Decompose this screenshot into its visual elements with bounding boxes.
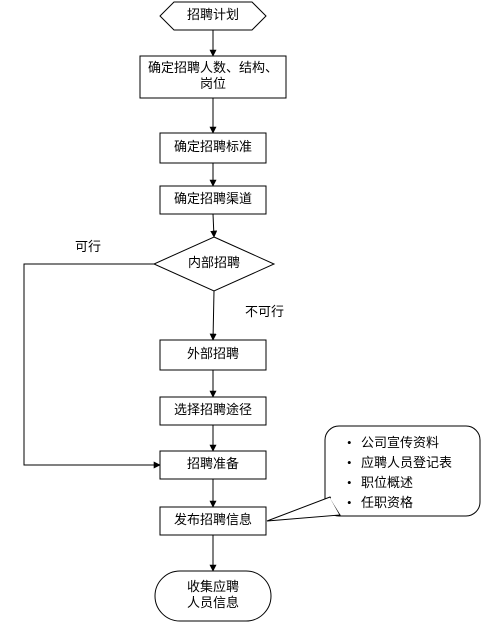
count-label: 确定招聘人数、结构、 xyxy=(148,60,278,75)
callout-item: 任职资格 xyxy=(361,495,413,510)
callout-item: 公司宣传资料 xyxy=(361,435,439,450)
node-channel: 确定招聘渠道 xyxy=(160,186,266,214)
edge-channel-internal xyxy=(213,214,214,237)
node-route: 选择招聘途径 xyxy=(160,397,266,425)
edge-internal-prep-branch xyxy=(24,264,160,465)
channel-label: 确定招聘渠道 xyxy=(174,191,252,206)
edge-internal-external xyxy=(213,291,214,340)
collect-label: 收集应聘 xyxy=(187,579,239,594)
callout-bullet: • xyxy=(347,455,352,470)
node-plan: 招聘计划 xyxy=(160,2,266,30)
route-label: 选择招聘途径 xyxy=(174,402,252,417)
node-prep: 招聘准备 xyxy=(160,451,266,479)
callout-bullet: • xyxy=(347,475,352,490)
node-publish: 发布招聘信息 xyxy=(160,507,266,535)
internal-label: 内部招聘 xyxy=(188,255,240,270)
callout-bullet: • xyxy=(347,435,352,450)
callout-item: 职位概述 xyxy=(361,475,413,490)
collect-label: 人员信息 xyxy=(187,595,239,610)
callout-pointer xyxy=(267,497,340,521)
node-external: 外部招聘 xyxy=(160,340,266,370)
node-internal: 内部招聘 xyxy=(154,237,274,291)
count-label: 岗位 xyxy=(200,76,226,91)
prep-label: 招聘准备 xyxy=(187,456,239,471)
node-count: 确定招聘人数、结构、岗位 xyxy=(140,56,286,98)
node-collect: 收集应聘人员信息 xyxy=(155,571,271,621)
edge-label-internal-external: 不可行 xyxy=(245,304,284,319)
plan-label: 招聘计划 xyxy=(187,7,239,22)
standard-label: 确定招聘标准 xyxy=(174,139,252,154)
callout: • 公司宣传资料 • 应聘人员登记表 • 职位概述 • 任职资格 xyxy=(267,426,480,521)
node-standard: 确定招聘标准 xyxy=(160,133,266,163)
external-label: 外部招聘 xyxy=(187,346,239,361)
publish-label: 发布招聘信息 xyxy=(174,512,252,527)
callout-item: 应聘人员登记表 xyxy=(361,455,452,470)
callout-bullet: • xyxy=(347,495,352,510)
edge-label-feasible: 可行 xyxy=(75,239,101,254)
